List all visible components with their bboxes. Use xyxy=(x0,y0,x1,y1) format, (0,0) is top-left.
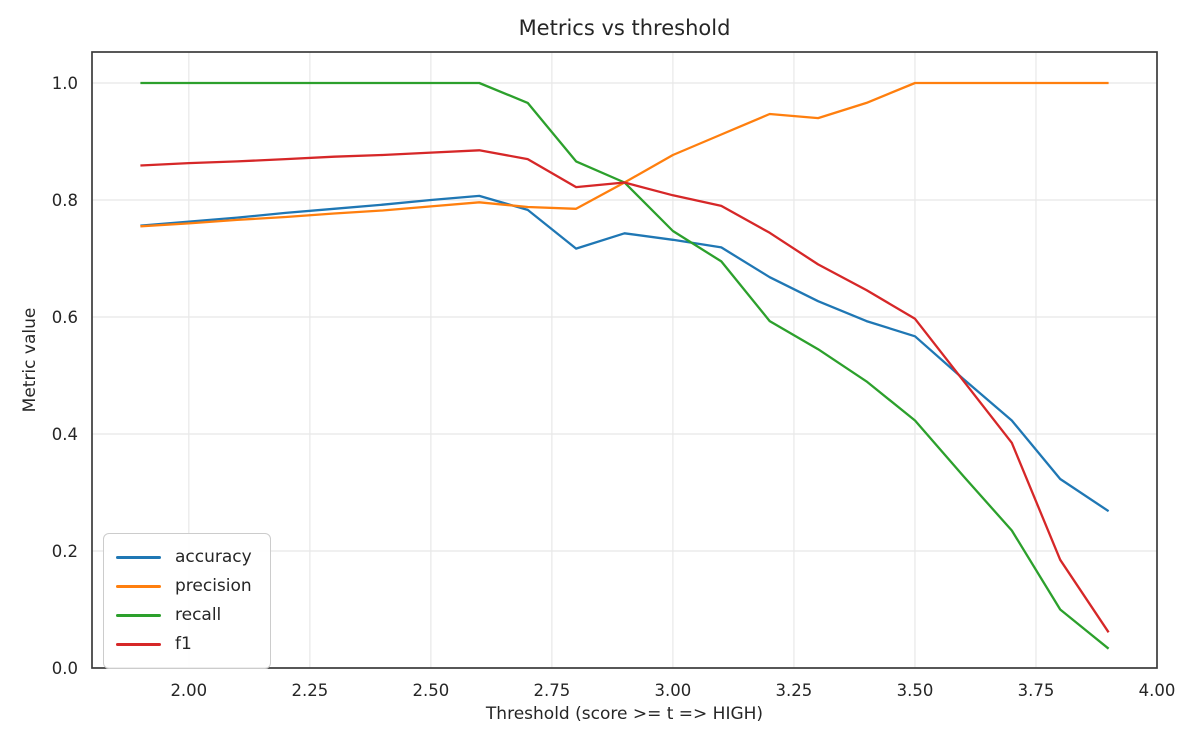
y-tick-label: 0.8 xyxy=(52,191,78,210)
legend-row-f1: f1 xyxy=(116,630,252,659)
legend-swatch-precision xyxy=(116,585,161,588)
y-tick-label: 0.0 xyxy=(52,659,78,678)
legend-row-precision: precision xyxy=(116,572,252,601)
series-line-precision xyxy=(140,81,1109,228)
x-tick-label: 2.00 xyxy=(170,681,207,700)
legend-row-accuracy: accuracy xyxy=(116,543,252,572)
plot-border xyxy=(91,51,1158,669)
legend-label: accuracy xyxy=(175,547,252,567)
legend-swatch-recall xyxy=(116,614,161,617)
legend-label: f1 xyxy=(175,634,192,654)
x-tick-label: 2.75 xyxy=(534,681,571,700)
y-axis-label: Metric value xyxy=(20,307,40,413)
legend: accuracy precision recall f1 xyxy=(103,533,271,669)
chart-title: Metrics vs threshold xyxy=(518,16,731,40)
y-tick-label: 1.0 xyxy=(52,74,78,93)
y-tick-label: 0.4 xyxy=(52,425,78,444)
legend-swatch-accuracy xyxy=(116,556,161,559)
x-tick-label: 3.75 xyxy=(1018,681,1055,700)
series-line-recall xyxy=(140,81,1110,650)
x-tick-label: 4.00 xyxy=(1139,681,1176,700)
legend-row-recall: recall xyxy=(116,601,252,630)
x-tick-label: 3.25 xyxy=(776,681,813,700)
series-line-accuracy xyxy=(140,194,1110,513)
x-tick-label: 3.50 xyxy=(897,681,934,700)
x-tick-label: 3.00 xyxy=(655,681,692,700)
x-tick-label: 2.25 xyxy=(291,681,328,700)
y-tick-label: 0.6 xyxy=(52,308,78,327)
x-tick-label: 2.50 xyxy=(412,681,449,700)
legend-label: precision xyxy=(175,576,252,596)
y-tick-label: 0.2 xyxy=(52,542,78,561)
series-line-f1 xyxy=(140,149,1110,633)
legend-swatch-f1 xyxy=(116,643,161,646)
legend-label: recall xyxy=(175,605,222,625)
x-axis-label: Threshold (score >= t => HIGH) xyxy=(485,704,764,724)
